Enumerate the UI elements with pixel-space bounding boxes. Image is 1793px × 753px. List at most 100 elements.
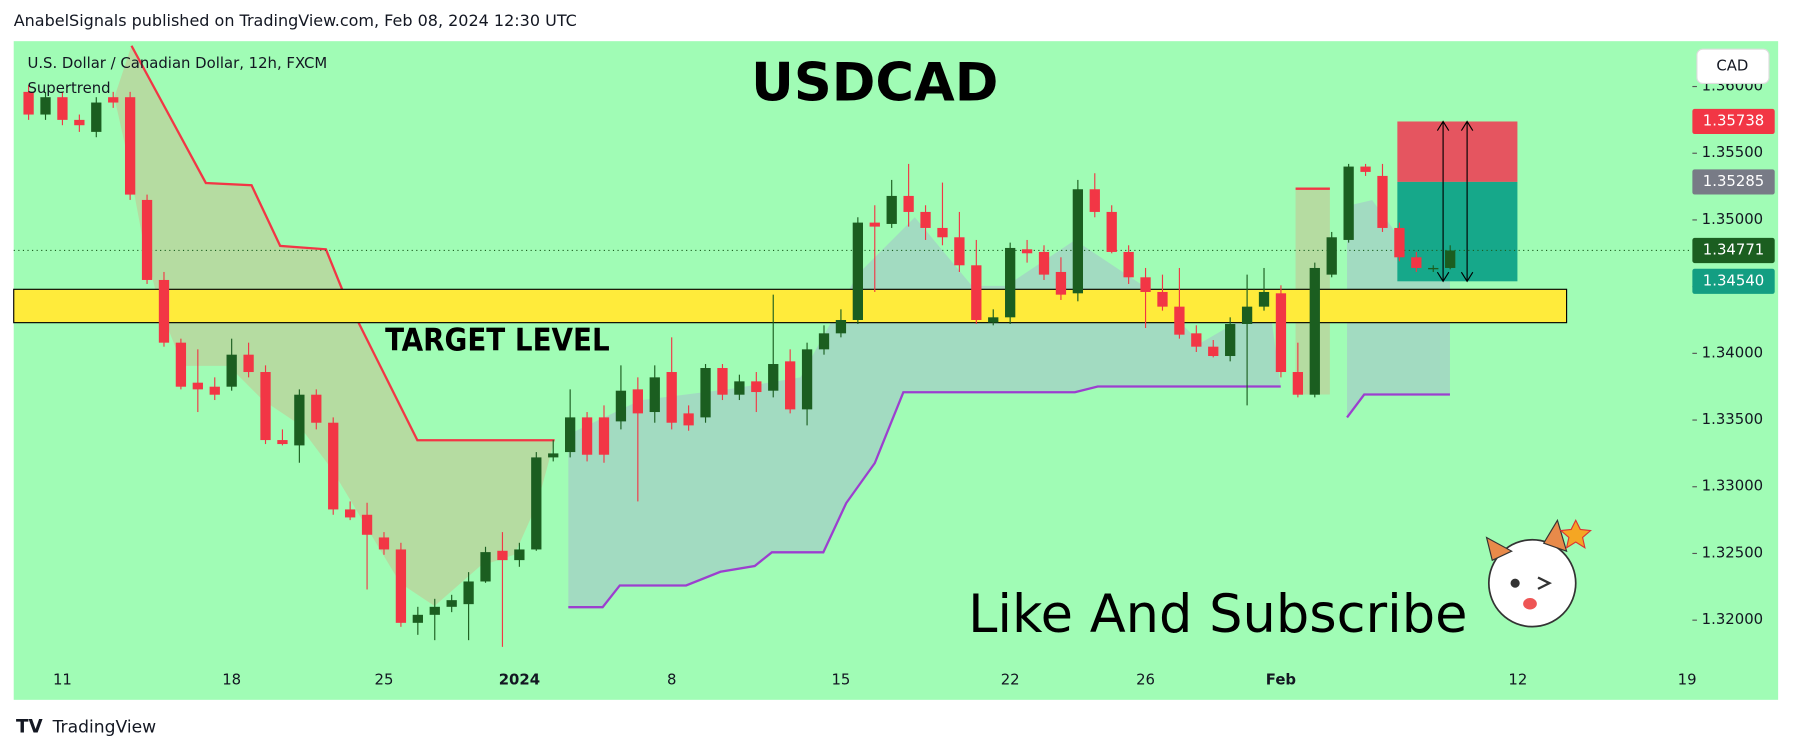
y-tick-label: 1.33500 — [1702, 410, 1763, 428]
stop-zone — [1397, 121, 1518, 182]
candle-body — [514, 549, 525, 561]
published-line: AnabelSignals published on TradingView.c… — [14, 11, 577, 30]
candle-body — [666, 372, 677, 423]
price-label: 1.34540 — [1703, 271, 1764, 289]
x-tick-label: 8 — [667, 670, 676, 688]
candle-body — [480, 552, 491, 582]
candle-body — [1157, 291, 1168, 307]
candle-body — [446, 600, 457, 607]
x-tick-label: 15 — [831, 670, 850, 688]
candle-body — [1326, 237, 1337, 275]
candle-body — [1343, 166, 1354, 240]
y-tick-label: 1.32000 — [1702, 610, 1763, 628]
candle-body — [920, 211, 931, 228]
candle-body — [294, 394, 305, 446]
candle-body — [108, 97, 119, 103]
currency-button-label[interactable]: CAD — [1716, 56, 1748, 74]
candle-body — [632, 389, 643, 414]
candle-body — [429, 606, 440, 615]
candle-body — [548, 453, 559, 458]
candle-body — [1309, 267, 1320, 395]
x-tick-label: 12 — [1508, 670, 1527, 688]
candle-body — [1140, 277, 1151, 292]
x-tick-label: 22 — [1001, 670, 1020, 688]
candle-body — [1428, 267, 1439, 270]
candle-body — [565, 417, 576, 453]
candle-body — [954, 237, 965, 266]
chart-layer: 1.32000 1.32500 1.33000 1.33500 1.34000 1.345… — [13, 77, 1775, 688]
candle-body — [141, 199, 153, 280]
candle-body — [1275, 293, 1287, 373]
arrow-head — [1460, 120, 1474, 283]
candle-body — [395, 549, 407, 623]
supertrend-down-line — [130, 45, 555, 442]
candle-body — [412, 614, 423, 623]
x-tick-label: Feb — [1266, 670, 1296, 688]
candle-body — [378, 537, 390, 550]
candle-body — [23, 91, 34, 115]
arrow-head — [1436, 120, 1450, 283]
candle-body — [91, 102, 102, 132]
price-label: 1.35738 — [1703, 111, 1764, 129]
candle-body — [311, 394, 322, 423]
candle-body — [1089, 189, 1100, 212]
candle-body — [1123, 251, 1134, 278]
candle-body — [57, 97, 68, 120]
candle-body — [903, 195, 914, 212]
candle-body — [598, 417, 610, 455]
y-tick-label: 1.33000 — [1702, 477, 1763, 495]
candle-body — [175, 342, 187, 387]
candle-body — [1021, 249, 1033, 254]
candle-body — [835, 319, 847, 334]
price-label-box — [1692, 169, 1775, 195]
candle-body — [40, 97, 51, 115]
currency-button[interactable] — [1696, 48, 1770, 85]
y-tick-label: 1.32500 — [1702, 543, 1763, 561]
candle-body — [818, 333, 830, 350]
price-label-box — [1692, 237, 1775, 264]
candle-body — [463, 581, 474, 605]
y-tick-label: 1.35500 — [1702, 143, 1763, 161]
candle-body — [886, 195, 897, 224]
candle-body — [1191, 333, 1202, 347]
candle-body — [1106, 211, 1117, 252]
candle-body — [361, 514, 373, 535]
brand-name: TradingView — [52, 717, 157, 737]
indicator-name: Supertrend — [27, 79, 110, 97]
y-tick-label: 1.35000 — [1702, 210, 1763, 228]
y-tick-label: 1.34000 — [1702, 343, 1763, 361]
brand-logo: TV — [16, 716, 43, 737]
candle-body — [700, 368, 711, 418]
candle-body — [1394, 227, 1405, 258]
candle-body — [1072, 189, 1084, 294]
x-tick-label: 25 — [375, 670, 394, 688]
candle-body — [1377, 175, 1388, 228]
sticker — [1485, 518, 1592, 628]
symbol-info: U.S. Dollar / Canadian Dollar, 12h, FXCM — [27, 54, 327, 72]
target-label: TARGET LEVEL — [385, 322, 610, 358]
candle-body — [1292, 372, 1304, 395]
candle-body — [260, 372, 271, 441]
candle-body — [226, 354, 237, 387]
x-tick-label: 2024 — [499, 670, 540, 688]
x-tick-label: 26 — [1136, 670, 1155, 688]
candle-body — [497, 550, 508, 561]
candle-body — [1411, 257, 1422, 268]
candle-body — [1360, 166, 1371, 172]
candle-body — [734, 381, 745, 395]
price-label-box — [1692, 268, 1775, 294]
candle-body — [683, 413, 694, 426]
supertrend-up-line — [568, 385, 1281, 609]
x-tick-label: 11 — [53, 670, 72, 688]
annotation: Like And Subscribe — [968, 584, 1467, 645]
x-tick-label: 18 — [222, 670, 241, 688]
candle-body — [852, 222, 863, 320]
candle-body — [801, 349, 813, 410]
candle-body — [988, 317, 999, 323]
candle-body — [209, 386, 220, 395]
price-label: 1.34771 — [1703, 240, 1764, 258]
candle-body — [74, 119, 85, 126]
candle-body — [581, 417, 593, 455]
